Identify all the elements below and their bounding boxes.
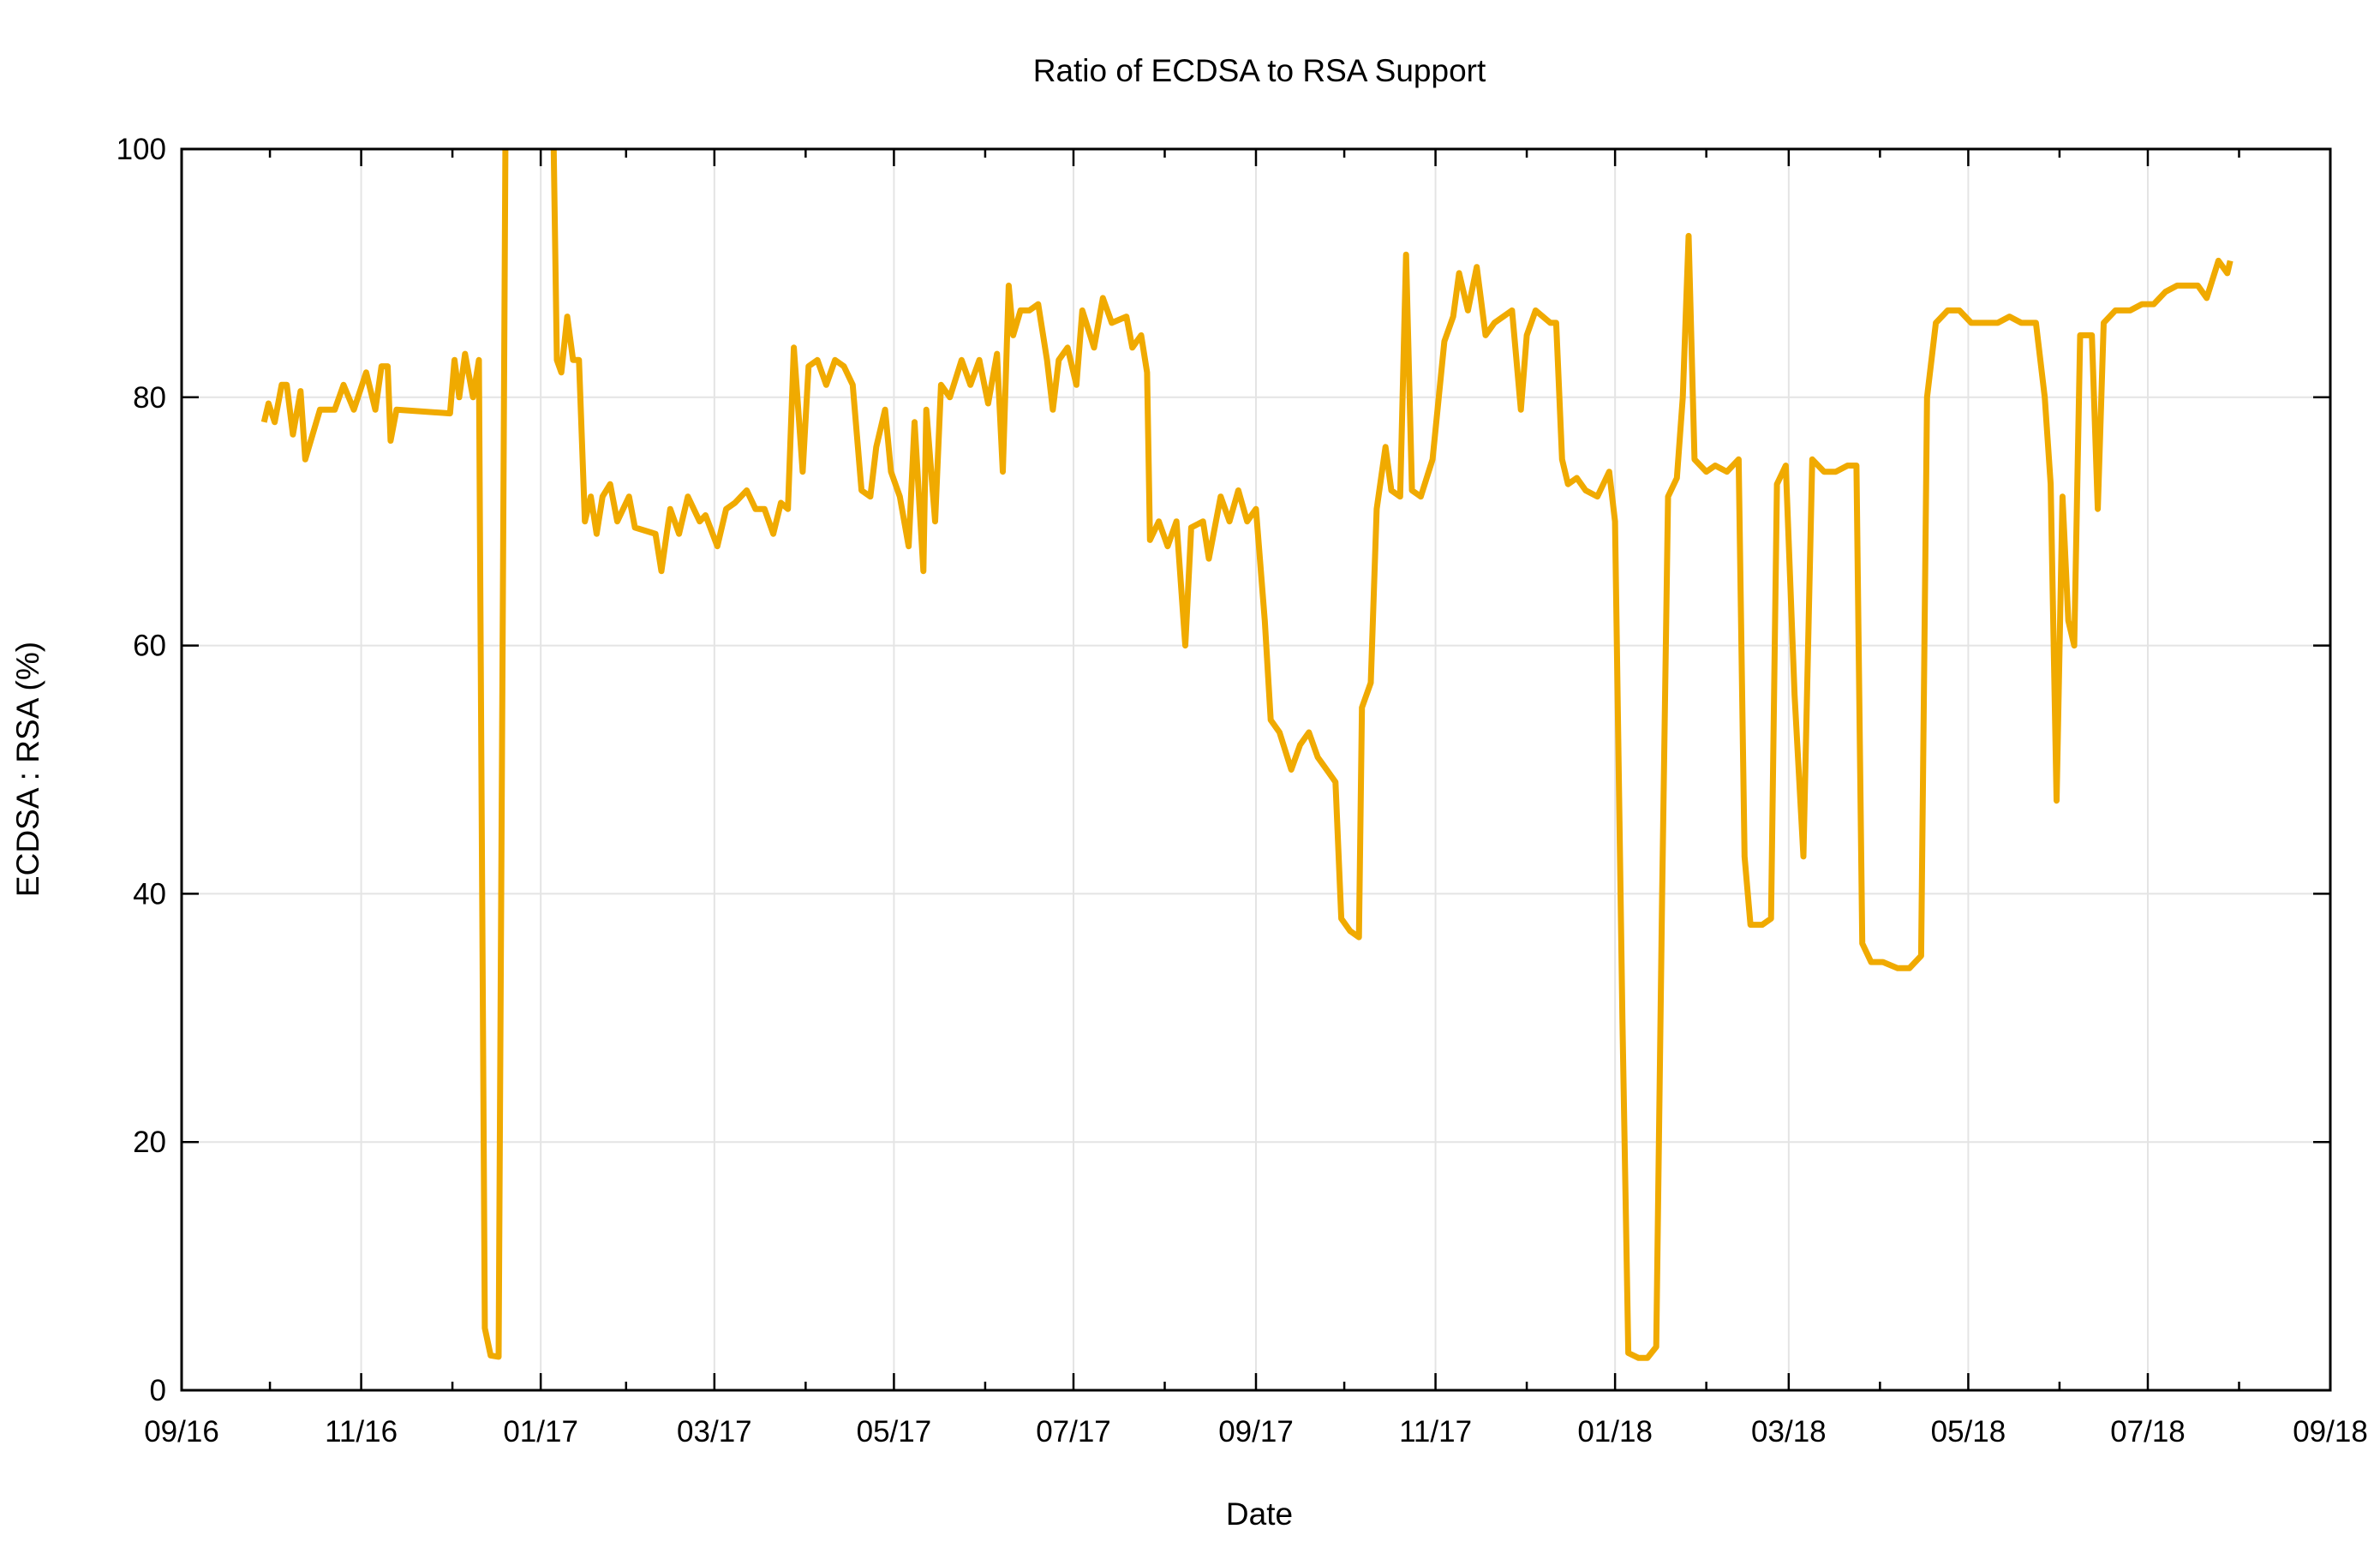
- y-tick-label: 80: [133, 381, 166, 415]
- x-tick-label: 03/17: [677, 1415, 752, 1448]
- series-line-ecdsa-rsa: [260, 149, 2233, 1361]
- x-tick-label: 11/16: [325, 1415, 398, 1448]
- axes: 09/16 11/16 01/17 03/17 05/17 07/17 09/17 11/17…: [117, 133, 2368, 1448]
- plot-frame: [180, 147, 2332, 1392]
- y-tick-label: 100: [117, 133, 166, 166]
- x-tick-label: 01/17: [503, 1415, 578, 1448]
- gridlines: [182, 149, 2330, 1390]
- x-tick-label: 09/18: [2293, 1415, 2368, 1448]
- x-tick-label: 07/18: [2110, 1415, 2186, 1448]
- x-tick-label: 11/17: [1399, 1415, 1472, 1448]
- series-layer: [260, 149, 2233, 1361]
- y-axis-label: ECDSA : RSA (%): [10, 642, 45, 897]
- x-axis-label: Date: [1226, 1496, 1293, 1532]
- x-tick-label: 05/18: [1931, 1415, 2006, 1448]
- y-tick-label: 60: [133, 630, 166, 663]
- y-tick-label: 40: [133, 877, 166, 911]
- x-tick-label: 09/17: [1218, 1415, 1294, 1448]
- x-tick-label: 07/17: [1036, 1415, 1111, 1448]
- x-tick-label: 05/17: [857, 1415, 932, 1448]
- x-tick-label: 09/16: [144, 1415, 219, 1448]
- x-tick-label: 01/18: [1577, 1415, 1653, 1448]
- chart-title: Ratio of ECDSA to RSA Support: [1033, 53, 1486, 88]
- y-tick-label: 20: [133, 1126, 166, 1159]
- x-tick-label: 03/18: [1751, 1415, 1827, 1448]
- y-tick-label: 0: [150, 1374, 166, 1407]
